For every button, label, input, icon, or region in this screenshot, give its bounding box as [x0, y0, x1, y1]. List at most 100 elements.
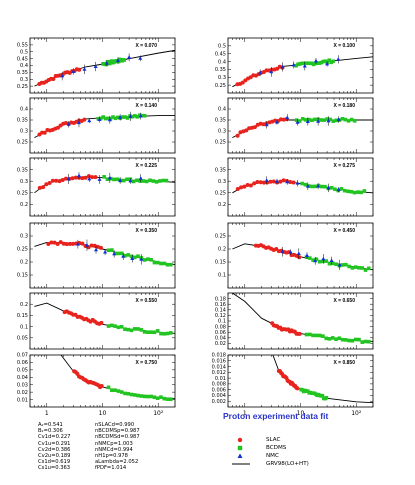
- panel-6-bcdms-point-11: [142, 258, 147, 262]
- panel-5-nmc-point-6: [326, 185, 331, 190]
- panel-8-bcdms-point-5: [123, 327, 127, 331]
- panel-6-slac-point-15: [92, 243, 97, 248]
- panel-8-bcdms-point-16: [159, 331, 163, 336]
- legend-entry-bcdms: BCDMS: [232, 444, 309, 452]
- panel-5-bcdms-point-1: [303, 182, 308, 187]
- panel-1-bcdms-point-1: [296, 62, 300, 67]
- panel-6-bcdms-point-3: [116, 251, 121, 256]
- panel-1-bcdms-point-6: [305, 61, 310, 66]
- panel-6-ytick-label-1: 0.2: [20, 260, 28, 266]
- panel-9-bcdms-point-18: [363, 339, 368, 344]
- panel-5-bcdms-point-17: [356, 190, 360, 194]
- panel-9-bcdms-point-12: [344, 338, 348, 342]
- panel-7-x-label: X = 0.450: [333, 228, 355, 234]
- panel-9-bcdms-point-19: [367, 339, 371, 344]
- panel-9-bcdms-point-5: [321, 334, 325, 338]
- panel-1-slac-point-2: [240, 80, 245, 85]
- panel-1-bcdms-point-8: [309, 61, 314, 66]
- panel-6-slac-point-11: [80, 241, 85, 246]
- panel-4-bcdms-point-0: [102, 175, 106, 179]
- panel-4-slac-point-7: [60, 177, 65, 182]
- panel-5-nmc-point-1: [274, 179, 279, 183]
- panel-4-bcdms-point-15: [151, 179, 156, 183]
- panel-0-nmc-point-1: [71, 69, 76, 73]
- panel-2-bcdms-point-18: [140, 113, 145, 118]
- panel-5-slac-point-0: [235, 187, 240, 192]
- panel-3-bcdms-point-6: [313, 117, 317, 122]
- panel-7-bcdms-point-1: [308, 256, 312, 260]
- panel-11-xtick-label-2: 10²: [351, 410, 362, 417]
- panel-5-slac-point-11: [271, 179, 276, 184]
- panel-4-ytick-label-2: 0.3: [20, 179, 28, 185]
- panel-1-ytick-label-3: 0.4: [218, 59, 226, 65]
- panel-6-bcdms-point-15: [155, 260, 160, 265]
- panel-6-ytick-label-2: 0.25: [17, 247, 28, 253]
- panel-4-bcdms-point-18: [161, 178, 165, 183]
- param-cs1d: Cs1d=0.619: [38, 459, 71, 466]
- panel-5-slac-point-17: [291, 180, 296, 185]
- panel-9-bcdms-point-14: [350, 338, 355, 343]
- panel-7-bcdms-point-16: [357, 265, 361, 270]
- panel-6-slac-point-0: [46, 241, 51, 246]
- panel-1-ytick-label-5: 0.5: [218, 44, 226, 50]
- legend-entry-nmc: NMC: [232, 452, 309, 460]
- panel-10-xtick-label-2: 10²: [153, 410, 164, 417]
- panel-2-nmc-point-5: [118, 115, 123, 119]
- panel-2-nmc-point-4: [107, 117, 112, 122]
- legend-label-slac: SLAC: [266, 437, 281, 443]
- panel-2-nmc-point-3: [97, 117, 102, 121]
- panel-11-ytick-label-8: 0.018: [212, 353, 226, 359]
- panel-10-bcdms-point-1: [110, 388, 114, 392]
- panel-3-slac-point-15: [278, 117, 283, 122]
- panel-6-nmc-point-7: [139, 257, 144, 261]
- panel-3-bcdms-point-12: [331, 119, 336, 123]
- panel-9-ytick-label-6: 0.14: [215, 308, 226, 314]
- panel-0-x-label: X = 0.070: [135, 43, 157, 49]
- panel-6-slac-point-1: [49, 240, 54, 245]
- panel-5-bcdms-point-13: [342, 188, 347, 193]
- panel-5-slac-point-14: [281, 178, 286, 183]
- panel-4-bcdms-point-14: [148, 178, 152, 183]
- panel-3-nmc-point-3: [295, 120, 300, 124]
- panel-9-bcdms-point-17: [360, 340, 365, 344]
- panel-5-slac-point-3: [245, 183, 250, 188]
- panel-11-ytick-label-6: 0.014: [212, 364, 226, 370]
- panel-4-bcdms-point-1: [105, 177, 110, 181]
- panel-10: 0.010.02 0.030.040.05 0.060.07 1 10 10² X = 0.…: [17, 353, 176, 417]
- fit-parameters-left: A₂=0.541 B₂=0.306 Cv1d=0.227 Cv1u=0.291 …: [38, 422, 70, 472]
- panel-6-bcdms-point-6: [126, 253, 131, 257]
- panel-3-nmc-point-7: [336, 117, 341, 121]
- panel-1-nmc-point-6: [325, 61, 330, 66]
- panel-9-bcdms-point-9: [334, 337, 338, 341]
- panel-2-bcdms-point-19: [142, 113, 147, 118]
- panel-6-nmc-point-6: [130, 256, 135, 260]
- panel-3-slac-point-0: [235, 133, 240, 138]
- panel-4-slac-point-6: [57, 179, 62, 184]
- panel-4-slac-point-15: [86, 174, 91, 179]
- panel-6-nmc-point-2: [94, 247, 99, 252]
- panel-1-fit-line: [232, 56, 373, 88]
- panel-5-bcdms-point-6: [319, 184, 324, 189]
- panel-6-nmc-point-3: [103, 249, 108, 254]
- panel-2-nmc-point-7: [138, 113, 143, 118]
- panel-11-plot-area: [272, 355, 373, 404]
- panel-3-nmc-point-2: [285, 115, 290, 120]
- panel-5-bcdms-point-12: [339, 187, 344, 191]
- panel-6-bcdms-point-16: [159, 261, 163, 266]
- panel-10-bcdms-point-10: [139, 394, 144, 398]
- panel-8-bcdms-point-13: [149, 330, 153, 334]
- panel-10-slac-point-17: [99, 383, 104, 388]
- panel-10-ytick-label-3: 0.04: [17, 375, 28, 381]
- panel-1-nmc-point-0: [258, 70, 263, 75]
- param-nh1p: nH1p=0.978: [95, 453, 128, 460]
- panel-10-bcdms-point-0: [106, 385, 111, 390]
- panel-6-nmc-point-0: [75, 242, 80, 246]
- panel-10-bcdms-point-5: [123, 391, 127, 396]
- panel-3-slac-point-6: [252, 125, 257, 130]
- panel-10-bcdms-point-17: [162, 396, 167, 401]
- panel-7-bcdms-point-4: [317, 259, 322, 264]
- panel-11-ytick-label-1: 0.004: [212, 393, 226, 399]
- panel-0-plot-area: [34, 49, 175, 87]
- panel-7-bcdms-point-13: [347, 264, 351, 269]
- panel-10-x-label: X = 0.750: [135, 360, 157, 366]
